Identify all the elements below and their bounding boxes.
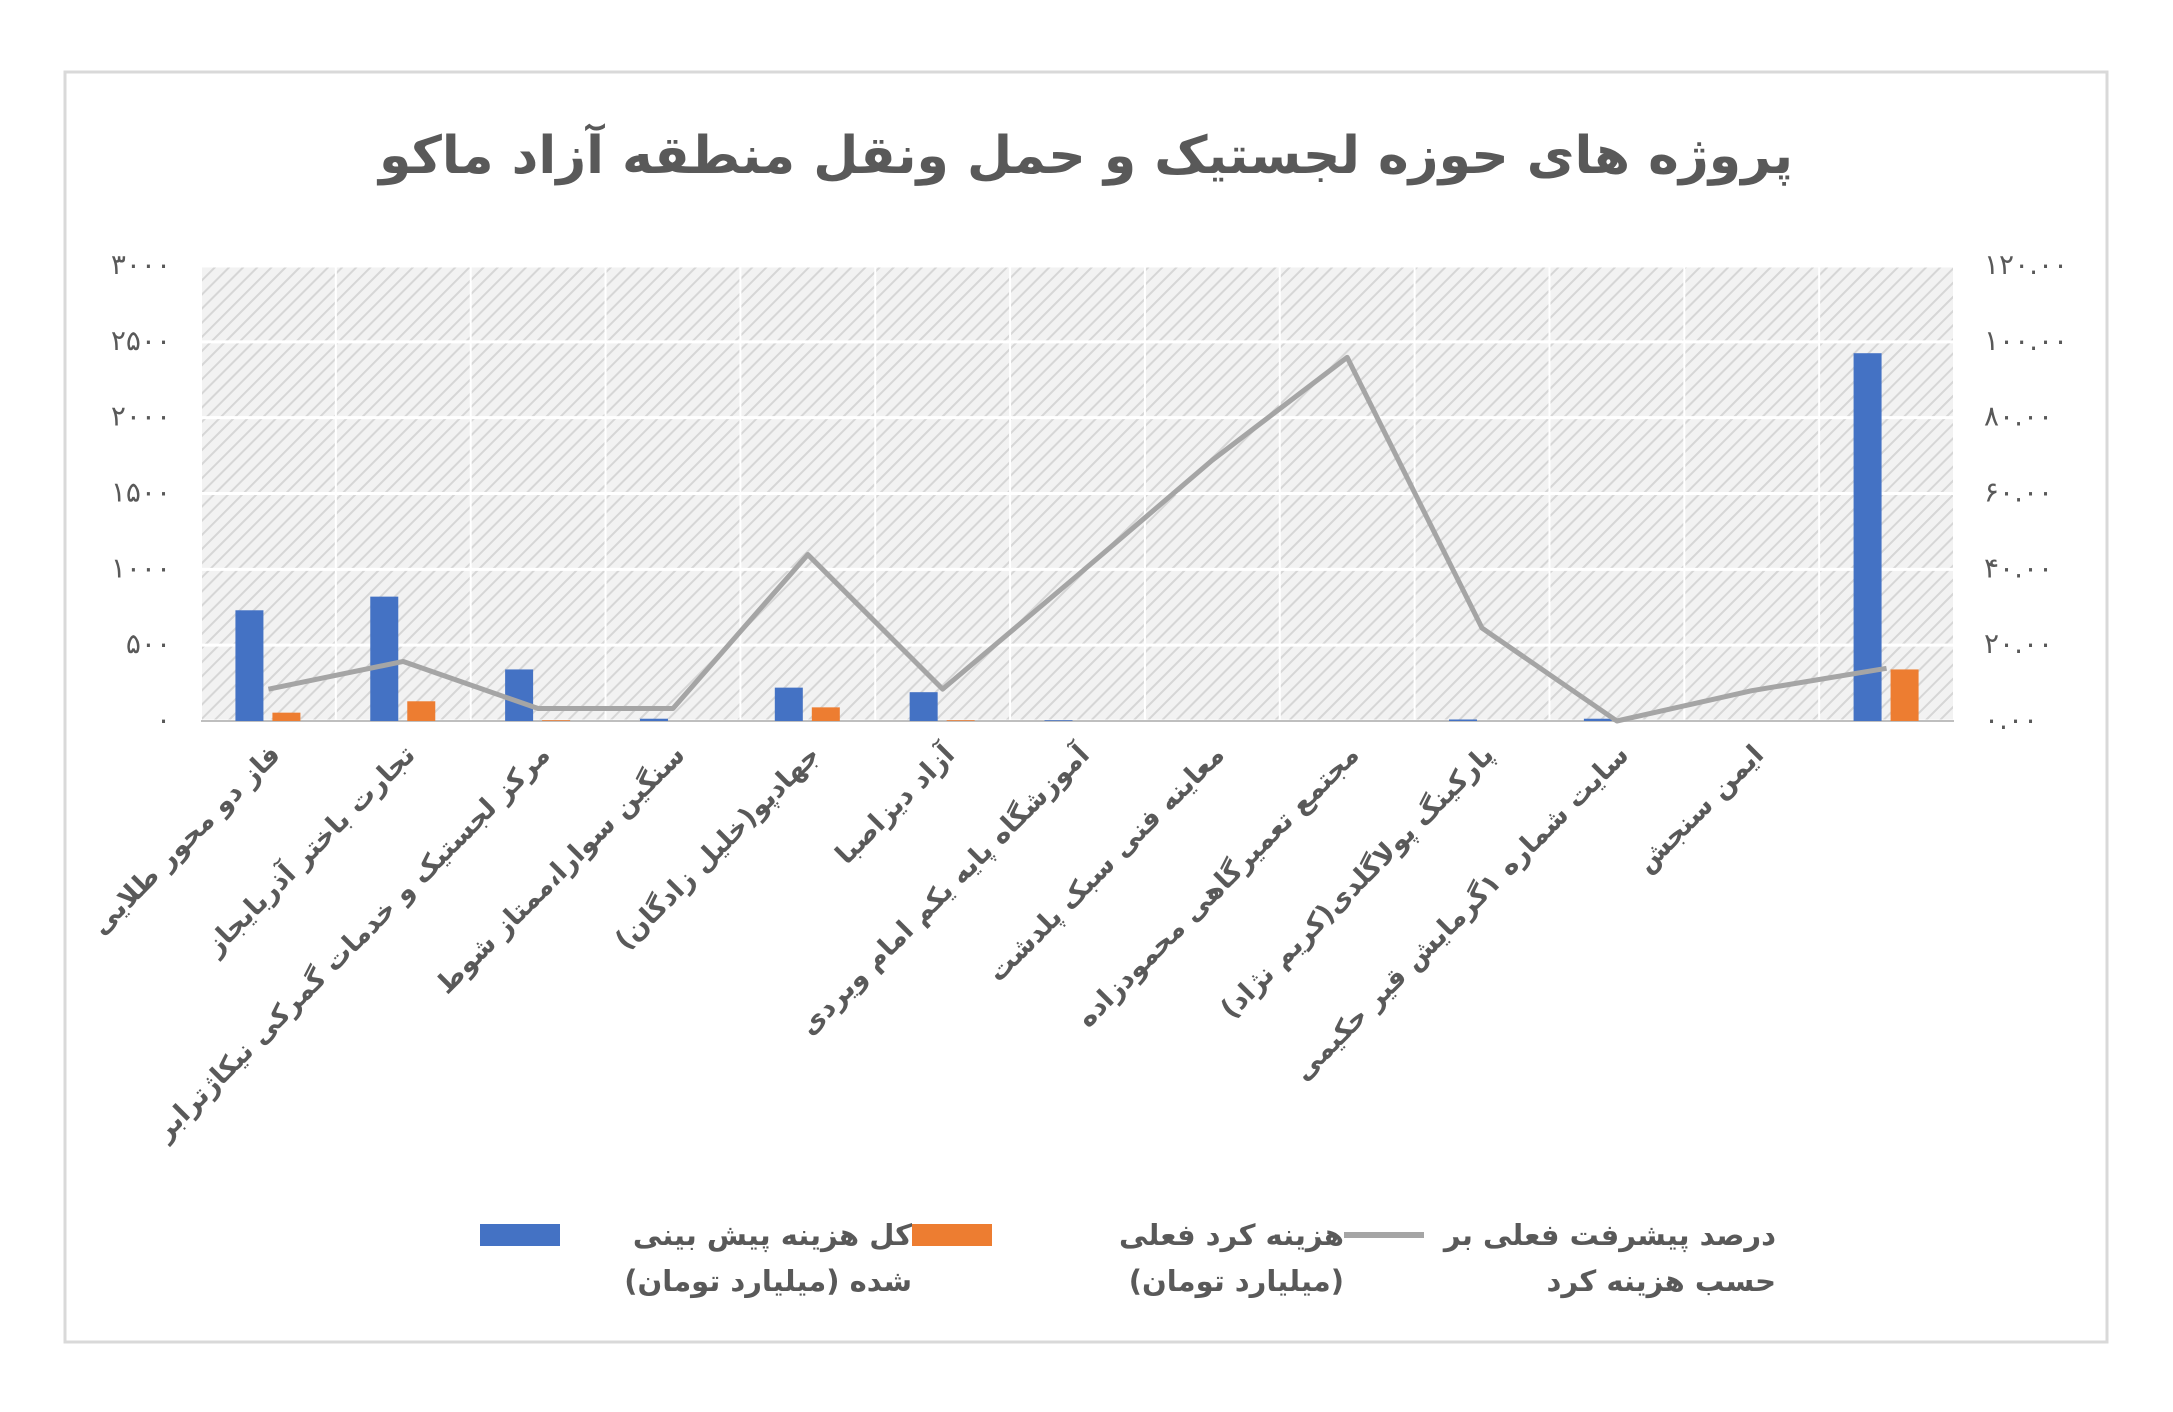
y2-tick-label: ۴۰.۰۰ bbox=[1984, 551, 2053, 584]
bar bbox=[1853, 353, 1882, 721]
bar bbox=[811, 707, 840, 721]
legend-item: درصد پیشرفت فعلی بر حسب هزینه کرد bbox=[1344, 1212, 1776, 1304]
bar bbox=[370, 596, 399, 721]
bar bbox=[272, 712, 301, 721]
bar bbox=[505, 669, 534, 721]
bar bbox=[909, 692, 938, 721]
bar bbox=[407, 701, 436, 721]
legend-label: هزینه کرد فعلی (میلیارد تومان) bbox=[1119, 1218, 1344, 1298]
legend-label: درصد پیشرفت فعلی بر حسب هزینه کرد bbox=[1443, 1218, 1776, 1298]
y-tick-label: ۲۰۰۰ bbox=[111, 400, 171, 433]
y2-tick-label: ۲۰.۰۰ bbox=[1984, 627, 2053, 660]
bar bbox=[774, 687, 803, 721]
bar bbox=[1449, 719, 1478, 721]
y2-tick-label: ۱۲۰.۰۰ bbox=[1984, 248, 2068, 281]
y-tick-label: ۵۰۰ bbox=[126, 627, 171, 660]
y-tick-label: ۰ bbox=[156, 703, 171, 736]
bar bbox=[542, 720, 571, 721]
legend-swatch bbox=[912, 1224, 992, 1246]
line bbox=[267, 354, 1887, 724]
chart-title: پروژه های حوزه لجستیک و حمل ونقل منطقه آ… bbox=[376, 123, 1793, 186]
legend-item: هزینه کرد فعلی (میلیارد تومان) bbox=[912, 1212, 1344, 1304]
legend-swatch bbox=[1344, 1232, 1424, 1238]
bar bbox=[639, 718, 668, 721]
y2-tick-label: ۶۰.۰۰ bbox=[1984, 476, 2053, 509]
legend: کل هزینه پیش بینی شده (میلیارد تومان) هزی… bbox=[480, 1212, 1776, 1304]
bar bbox=[1890, 669, 1919, 721]
bar bbox=[946, 720, 975, 721]
y2-tick-label: ۸۰.۰۰ bbox=[1984, 400, 2053, 433]
y-tick-label: ۳۰۰۰ bbox=[111, 248, 171, 281]
bar bbox=[1044, 720, 1073, 721]
legend-swatch bbox=[480, 1224, 560, 1246]
bar bbox=[1583, 718, 1612, 721]
y2-tick-label: ۱۰۰.۰۰ bbox=[1984, 324, 2068, 357]
y2-tick-label: ۰.۰۰ bbox=[1984, 703, 2038, 736]
y-tick-label: ۱۰۰۰ bbox=[111, 551, 171, 584]
legend-item: کل هزینه پیش بینی شده (میلیارد تومان) bbox=[480, 1212, 912, 1304]
y-tick-label: ۲۵۰۰ bbox=[111, 324, 171, 357]
bar bbox=[235, 610, 264, 721]
y-tick-label: ۱۵۰۰ bbox=[111, 476, 171, 509]
legend-label: کل هزینه پیش بینی شده (میلیارد تومان) bbox=[624, 1218, 912, 1298]
